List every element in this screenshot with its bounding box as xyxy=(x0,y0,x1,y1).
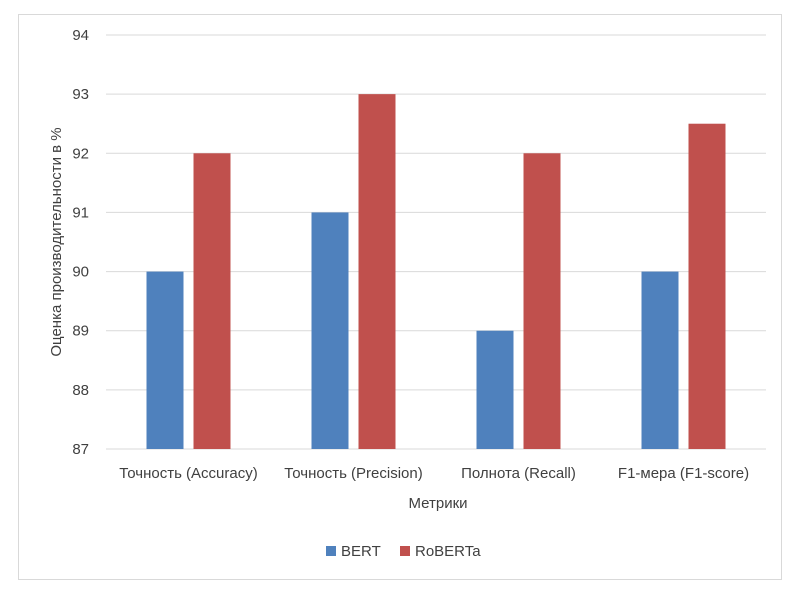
y-tick-label: 91 xyxy=(72,204,89,221)
y-tick-label: 88 xyxy=(72,382,89,399)
y-tick-label: 92 xyxy=(72,145,89,162)
legend-swatch-roberta xyxy=(400,546,410,556)
x-axis-title: Метрики xyxy=(408,495,467,512)
bar-bert-3 xyxy=(641,271,679,449)
bar-roberta-1 xyxy=(358,94,396,450)
bar-bert-0 xyxy=(146,271,184,449)
y-axis-title: Оценка производительности в % xyxy=(48,127,65,356)
legend-label-roberta: RoBERTa xyxy=(415,543,481,560)
x-tick-label: F1-мера (F1-score) xyxy=(618,465,749,482)
y-tick-label: 87 xyxy=(72,441,89,458)
y-tick-label: 93 xyxy=(72,86,89,103)
y-axis-ticks: 87 88 89 90 91 92 93 94 xyxy=(72,27,89,458)
bars xyxy=(146,94,726,450)
x-tick-label: Точность (Precision) xyxy=(284,465,422,482)
x-tick-label: Точность (Accuracy) xyxy=(119,465,257,482)
bar-bert-2 xyxy=(476,330,514,449)
x-axis-ticks: Точность (Accuracy) Точность (Precision) П… xyxy=(119,465,749,482)
bar-bert-1 xyxy=(311,212,349,449)
bar-roberta-3 xyxy=(688,123,726,449)
y-tick-label: 90 xyxy=(72,264,89,281)
y-tick-label: 94 xyxy=(72,27,89,44)
legend-swatch-bert xyxy=(326,546,336,556)
legend-label-bert: BERT xyxy=(341,543,381,560)
bar-roberta-0 xyxy=(193,153,231,450)
bar-roberta-2 xyxy=(523,153,561,450)
legend: BERT RoBERTa xyxy=(326,543,481,560)
x-tick-label: Полнота (Recall) xyxy=(461,465,576,482)
y-tick-label: 89 xyxy=(72,323,89,340)
